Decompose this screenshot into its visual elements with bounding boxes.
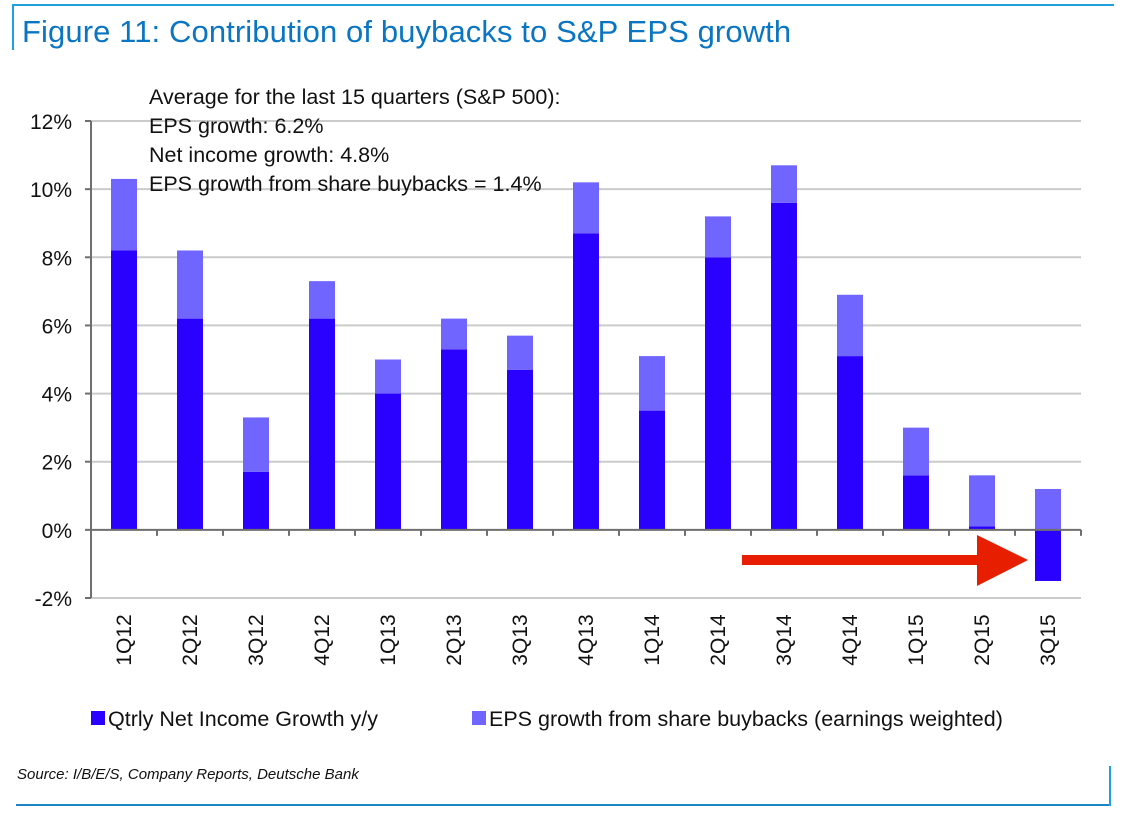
bar-buybacks-1Q14: [639, 356, 665, 411]
arrow-shaft: [742, 555, 979, 565]
x-tick-label: 2Q13: [443, 614, 466, 665]
bar-buybacks-2Q15: [969, 475, 995, 527]
bar-buybacks-2Q12: [177, 250, 203, 319]
x-tick-label: 1Q13: [377, 614, 400, 665]
bar-buybacks-3Q12: [243, 417, 269, 472]
bar-net-income-1Q12: [111, 250, 137, 530]
bar-net-income-2Q14: [705, 257, 731, 530]
bar-buybacks-3Q13: [507, 335, 533, 370]
bar-net-income-3Q14: [771, 202, 797, 530]
annotation-line: Average for the last 15 quarters (S&P 50…: [149, 85, 561, 109]
y-tick-label: 4%: [42, 384, 72, 407]
x-tick-label: 2Q12: [179, 614, 202, 665]
legend-label-net-income: Qtrly Net Income Growth y/y: [108, 707, 378, 731]
annotation-line: EPS growth: 6.2%: [149, 114, 323, 138]
y-tick-label: 10%: [30, 179, 72, 202]
legend-swatch-net-income: [91, 711, 105, 725]
bar-buybacks-3Q15: [1035, 488, 1061, 530]
frame-top-border: [12, 4, 1114, 6]
x-tick-label: 3Q12: [245, 614, 268, 665]
y-tick-labels: -2% 0% 2% 4% 6% 8% 10% 12%: [30, 111, 72, 611]
bar-net-income-2Q13: [441, 349, 467, 530]
annotation-line: Net income growth: 4.8%: [149, 143, 389, 167]
x-tick-label: 3Q13: [509, 614, 532, 665]
x-tick-labels: 1Q12 2Q12 3Q12 4Q12 1Q13 2Q13 3Q13 4Q13 1Q14 2Q14…: [113, 614, 1060, 666]
bar-buybacks-1Q12: [111, 178, 137, 251]
bar-net-income-2Q15: [969, 526, 995, 530]
axes: [85, 120, 1082, 599]
y-tick-label: 2%: [42, 452, 72, 475]
bar-buybacks-1Q13: [375, 359, 401, 394]
bar-net-income-4Q12: [309, 318, 335, 530]
frame-bottom-border: [16, 804, 1111, 806]
bar-buybacks-2Q14: [705, 216, 731, 258]
x-tick-label: 3Q14: [773, 614, 796, 666]
legend-swatch-buybacks: [472, 711, 486, 725]
x-tick-label: 4Q12: [311, 614, 334, 665]
y-tick-label: 8%: [42, 247, 72, 270]
x-tick-label: 2Q15: [971, 614, 994, 665]
y-tick-label: 12%: [30, 111, 72, 134]
bar-net-income-3Q12: [243, 471, 269, 530]
x-tick-label: 4Q14: [839, 614, 862, 666]
frame-left-border: [12, 4, 14, 50]
bar-buybacks-4Q13: [573, 182, 599, 234]
bar-buybacks-2Q13: [441, 318, 467, 350]
bar-buybacks-1Q15: [903, 427, 929, 476]
bar-net-income-4Q14: [837, 356, 863, 530]
frame-right-border: [1109, 766, 1111, 806]
averages-annotation: Average for the last 15 quarters (S&P 50…: [149, 85, 561, 196]
bar-net-income-4Q13: [573, 233, 599, 530]
source-note: Source: I/B/E/S, Company Reports, Deutsc…: [17, 766, 359, 783]
y-tick-label: 6%: [42, 315, 72, 338]
bar-net-income-3Q15: [1035, 529, 1061, 581]
annotation-line: EPS growth from share buybacks = 1.4%: [149, 172, 542, 196]
bar-buybacks-3Q14: [771, 165, 797, 203]
legend: Qtrly Net Income Growth y/y EPS growth f…: [91, 707, 1003, 731]
bar-buybacks-4Q12: [309, 281, 335, 319]
bars: [111, 165, 1061, 581]
x-tick-label: 3Q15: [1037, 614, 1060, 665]
bar-net-income-1Q14: [639, 410, 665, 530]
x-tick-label: 2Q14: [707, 614, 730, 666]
y-tick-label: 0%: [42, 520, 72, 543]
bar-net-income-1Q15: [903, 475, 929, 530]
y-tick-label: -2%: [35, 588, 72, 611]
legend-label-buybacks: EPS growth from share buybacks (earnings…: [489, 707, 1003, 731]
x-tick-label: 1Q12: [113, 614, 136, 665]
x-tick-label: 4Q13: [575, 614, 598, 665]
bar-buybacks-4Q14: [837, 294, 863, 357]
bar-net-income-3Q13: [507, 369, 533, 530]
x-tick-label: 1Q14: [641, 614, 664, 666]
arrow-head: [977, 535, 1028, 586]
x-tick-label: 1Q15: [905, 614, 928, 665]
bar-net-income-1Q13: [375, 393, 401, 530]
figure-title: Figure 11: Contribution of buybacks to S…: [22, 14, 792, 49]
highlight-arrow: [742, 535, 1028, 586]
bar-net-income-2Q12: [177, 318, 203, 530]
